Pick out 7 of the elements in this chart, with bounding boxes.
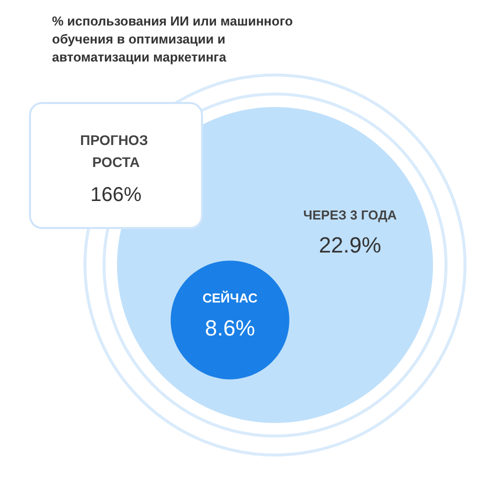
- data-label: 22.9%: [318, 232, 382, 258]
- category-label: ЧЕРЕЗ 3 ГОДА: [303, 208, 398, 222]
- text: ПРОГНОЗ РОСТА: [80, 132, 152, 170]
- text: 166%: [90, 184, 142, 206]
- text: % использования ИИ или машинного обучения в оптимизации и автоматизации маркетинга: [52, 14, 296, 64]
- category-label: СЕЙЧАС: [202, 290, 258, 306]
- data-label: 8.6%: [204, 316, 256, 340]
